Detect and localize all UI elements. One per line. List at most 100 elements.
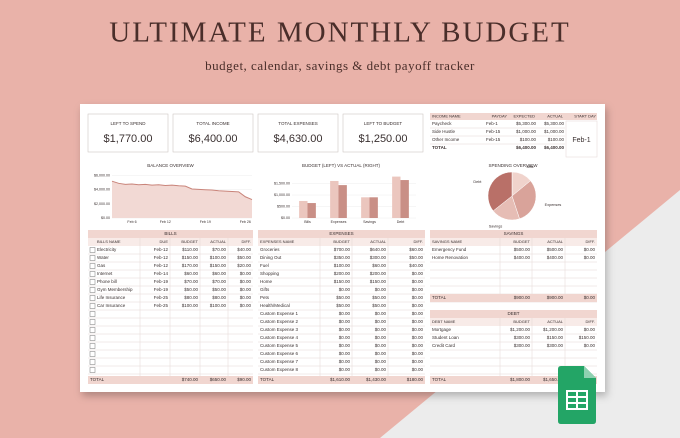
table-cell: Home Renovation: [432, 255, 469, 260]
income-cell: Paycheck: [432, 121, 452, 126]
table-cell: $0.00: [339, 359, 351, 364]
table-cell: $100.00: [182, 303, 199, 308]
column-header-text: SAVINGS NAME: [432, 239, 462, 244]
table-cell: $50.00: [372, 303, 386, 308]
total-cell: TOTAL: [432, 295, 447, 300]
column-header-text: EXPENSES NAME: [260, 239, 295, 244]
total-cell: $740.00: [182, 377, 199, 382]
total-cell: $1,650.00: [543, 377, 564, 382]
table-cell: Pets: [260, 295, 270, 300]
total-cell: $1,800.00: [510, 377, 531, 382]
table-cell: Custom Expense 8: [260, 367, 299, 372]
summary-label: TOTAL EXPENSES: [278, 121, 317, 126]
checkbox: [89, 343, 96, 349]
table-cell: $0.00: [584, 247, 596, 252]
bar: [338, 185, 347, 218]
column-header: [430, 318, 597, 326]
column-header-text: ACTUAL: [547, 319, 564, 324]
sheets-icon-cell: [568, 392, 576, 396]
column-header-text: DIFF.: [413, 239, 423, 244]
bar: [307, 203, 316, 218]
checkbox: [89, 367, 96, 373]
summary-box: [342, 113, 424, 153]
table-cell: $0.00: [412, 271, 424, 276]
table-cell: Student Loan: [432, 335, 459, 340]
table-cell: Custom Expense 2: [260, 319, 299, 324]
table-cell: Shopping: [260, 271, 280, 276]
summary-box: [87, 113, 169, 153]
bar: [299, 200, 308, 218]
table-cell: $0.00: [412, 335, 424, 340]
spreadsheet: LEFT TO SPEND $1,770.00 TOTAL INCOME $6,400…: [87, 113, 598, 384]
table-cell: Life Insurance: [97, 295, 126, 300]
bar: [392, 176, 401, 218]
table-cell: $0.00: [240, 279, 252, 284]
column-header-text: DIFF.: [585, 319, 595, 324]
summary-value: $6,400.00: [189, 133, 238, 145]
chart-title: BALANCE OVERVIEW: [147, 163, 194, 168]
total-row: [258, 376, 425, 384]
table-cell: $0.00: [412, 303, 424, 308]
x-tick-label: Debt: [397, 220, 405, 224]
income-cell: $5,300.00: [544, 121, 565, 126]
summary-box: [257, 113, 339, 153]
table-cell: $60.00: [372, 263, 386, 268]
table-cell: $0.00: [339, 367, 351, 372]
table-cell: $50.00: [336, 295, 350, 300]
table-cell: $640.00: [370, 247, 387, 252]
table-cell: $0.00: [240, 271, 252, 276]
column-header-text: DEBT NAME: [432, 319, 456, 324]
table-cell: $0.00: [339, 351, 351, 356]
table-cell: $80.00: [184, 295, 198, 300]
table-cell: $50.00: [372, 295, 386, 300]
x-tick-label: Savings: [363, 220, 376, 224]
table-cell: Custom Expense 6: [260, 351, 299, 356]
income-cell: Feb-1: [486, 121, 498, 126]
column-header-text: ACTUAL: [547, 239, 564, 244]
table-cell: Groceries: [260, 247, 280, 252]
income-cell: Feb-15: [486, 129, 501, 134]
table-cell: $0.00: [412, 343, 424, 348]
checkbox: [89, 287, 96, 293]
bar: [369, 197, 378, 218]
section-title: SAVINGS: [504, 231, 524, 236]
table-cell: Mortgage: [432, 327, 452, 332]
table-cell: $200.00: [334, 271, 351, 276]
table-cell: $150.00: [579, 335, 596, 340]
checkbox: [89, 327, 96, 333]
table-cell: $0.00: [240, 295, 252, 300]
checkbox: [89, 247, 96, 253]
checkbox: [89, 295, 96, 301]
income-header: [430, 113, 597, 120]
sheets-icon-cell: [578, 404, 586, 408]
sheets-icon: [558, 366, 596, 424]
table-cell: $0.00: [375, 319, 387, 324]
table-cell: $0.00: [339, 319, 351, 324]
column-header-text: DIFF.: [585, 239, 595, 244]
y-tick-label: $1,000.00: [274, 193, 290, 197]
income-cell: $100.00: [548, 137, 565, 142]
table-cell: $0.00: [584, 255, 596, 260]
x-tick-label: Feb 6: [127, 220, 136, 224]
total-cell: TOTAL: [90, 377, 105, 382]
line: [111, 180, 253, 201]
table-cell: Electricity: [97, 247, 117, 252]
table-cell: $60.00: [212, 271, 226, 276]
table-cell: Gifts: [260, 287, 270, 292]
pie-slice: [511, 180, 537, 220]
table-cell: $0.00: [375, 359, 387, 364]
table-cell: $500.00: [514, 247, 531, 252]
table-cell: Feb-12: [154, 247, 169, 252]
income-column-header: PAYDAY: [492, 114, 508, 119]
column-header-text: BUDGET: [513, 319, 530, 324]
table-cell: $0.00: [412, 359, 424, 364]
section-title: BILLS: [164, 231, 176, 236]
table-cell: $150.00: [370, 279, 387, 284]
table-cell: $1,200.00: [510, 327, 531, 332]
table-cell: $300.00: [370, 255, 387, 260]
table-cell: $150.00: [334, 279, 351, 284]
start-day-box: [565, 120, 598, 158]
checkbox: [89, 335, 96, 341]
pie-label: Expenses: [545, 203, 562, 207]
